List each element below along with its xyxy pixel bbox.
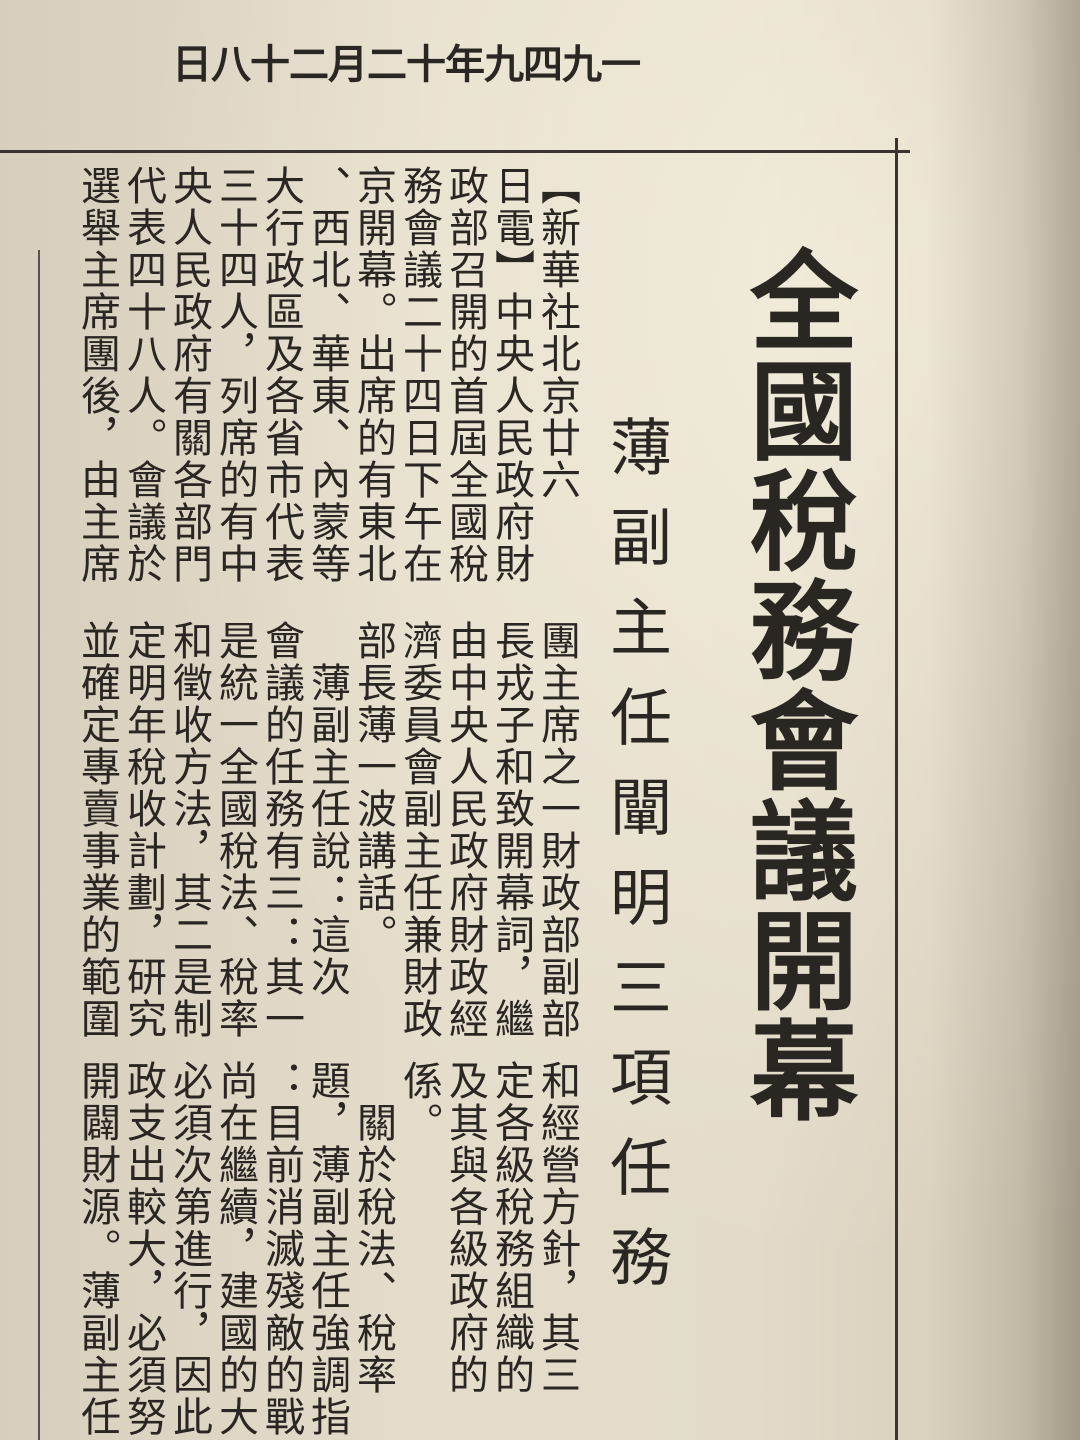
left-border-rule xyxy=(38,250,40,1440)
dateline: 一九四九年十二月二十八日 xyxy=(172,41,641,88)
right-border-rule xyxy=(895,138,898,1440)
article-body-block-3: 和經營方針，其三 定各級稅務組織的 及其與各級政府的 係。 關於稅法、稅率 題，… xyxy=(74,1060,580,1438)
book-spine-shadow xyxy=(930,0,1080,1440)
headline-subtitle: 薄副主任闡明三項任務 xyxy=(599,415,672,1315)
top-rule xyxy=(0,150,910,153)
article-body-block-1: 【新華社北京廿六 日電】中央人民政府財 政部召開的首屆全國稅 務會議二十四日下午… xyxy=(74,165,580,585)
article-body-block-2: 團主席之一財政部副部 長戎子和致開幕詞，繼 由中央人民政府財政經 濟委員會副主任… xyxy=(74,620,580,1040)
headline-title: 全國稅務會議開幕 xyxy=(732,245,858,1125)
